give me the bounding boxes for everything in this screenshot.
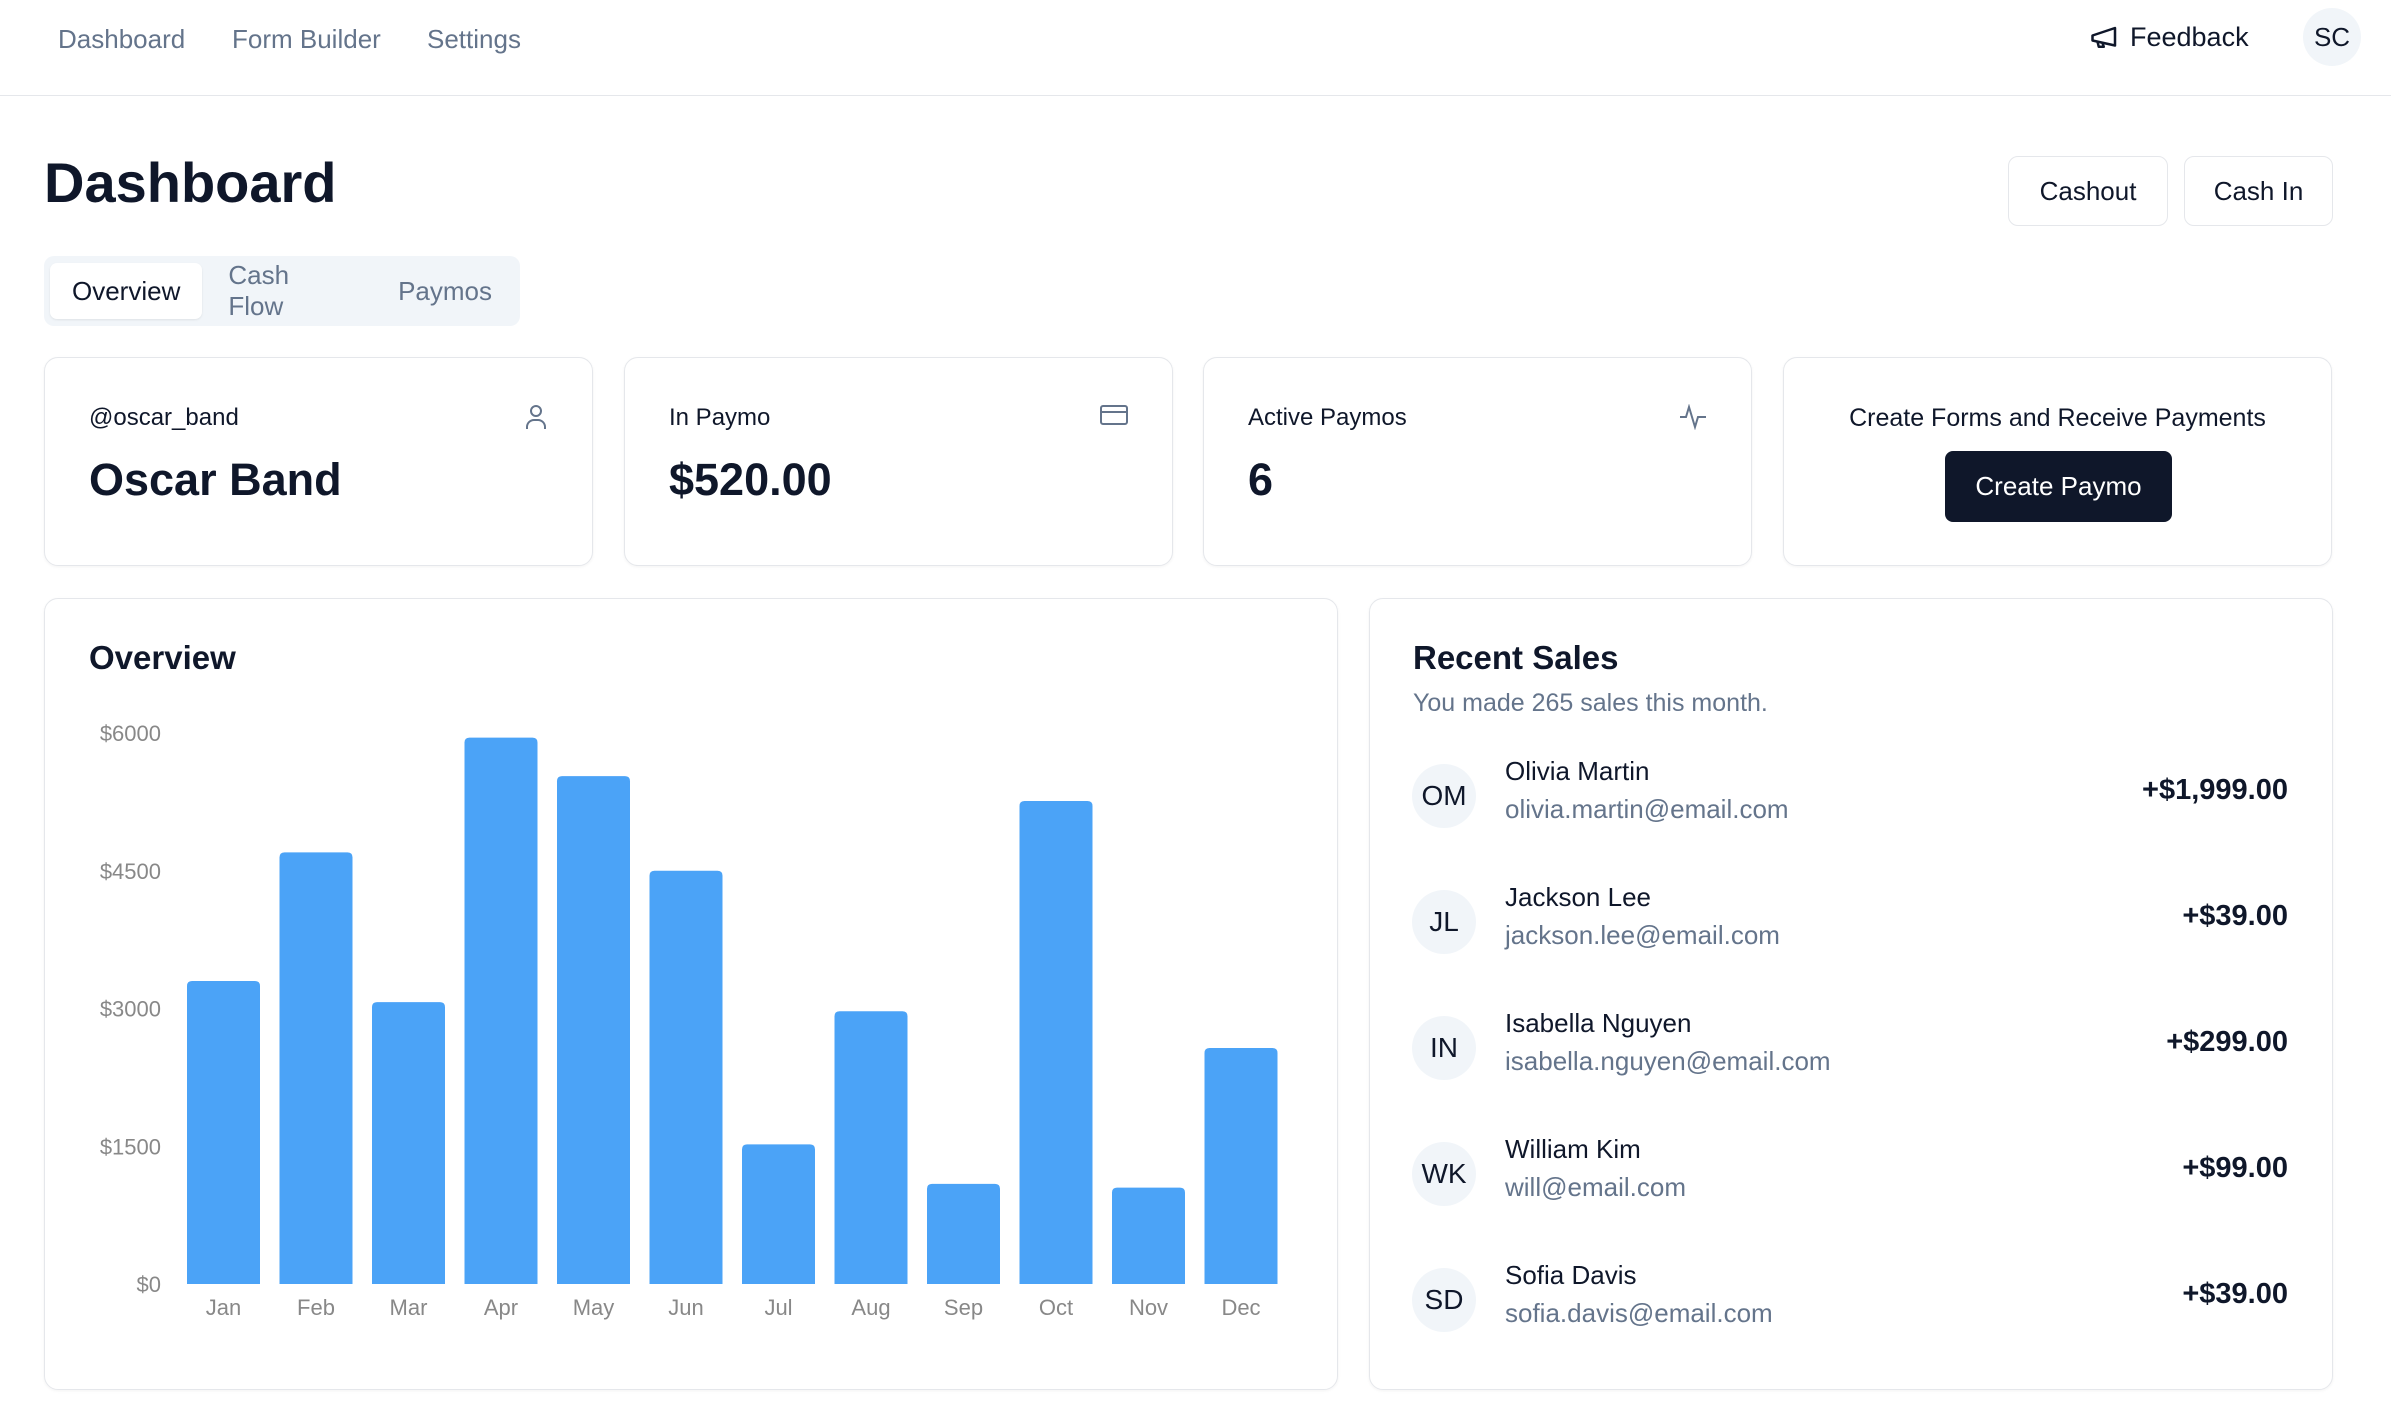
cashout-button[interactable]: Cashout: [2008, 156, 2168, 226]
megaphone-icon: [2091, 26, 2117, 48]
overview-panel: Overview $0 $1500 $3000 $4500 $6000 Jan Feb Mar…: [44, 598, 1338, 1390]
card-label: Create Forms and Receive Payments: [1849, 404, 2266, 432]
sale-amount: +$39.00: [2182, 1278, 2288, 1310]
customer-email: will@email.com: [1505, 1172, 1686, 1202]
y-tick-label: $0: [137, 1272, 161, 1297]
x-tick-label: Jul: [764, 1295, 792, 1320]
y-tick-label: $6000: [100, 721, 161, 746]
nav-dashboard[interactable]: Dashboard: [58, 24, 186, 54]
tab-list: Overview Cash Flow Paymos: [44, 256, 520, 326]
customer-email: isabella.nguyen@email.com: [1505, 1046, 1831, 1076]
bar-jan: [187, 980, 260, 1284]
customer-avatar: WK: [1412, 1142, 1476, 1206]
x-tick-label: Aug: [851, 1295, 890, 1320]
customer-email: jackson.lee@email.com: [1505, 920, 1780, 950]
cash-in-button[interactable]: Cash In: [2184, 156, 2333, 226]
feedback-button[interactable]: Feedback: [2090, 22, 2249, 53]
sale-amount: +$1,999.00: [2142, 774, 2288, 806]
customer-email: sofia.davis@email.com: [1505, 1298, 1773, 1328]
y-tick-label: $3000: [100, 997, 161, 1022]
card-value: Oscar Band: [89, 454, 342, 505]
account-card: @oscar_band Oscar Band: [44, 357, 593, 566]
tab-cash-flow[interactable]: Cash Flow: [228, 260, 290, 321]
credit-card-icon: [1100, 405, 1128, 425]
x-tick-label: May: [573, 1295, 615, 1320]
sale-row: JL Jackson Lee jackson.lee@email.com +$3…: [1412, 882, 2288, 962]
x-tick-label: Apr: [484, 1295, 518, 1320]
y-tick-label: $4500: [100, 859, 161, 884]
feedback-label: Feedback: [2130, 22, 2249, 52]
bar-jul: [742, 1144, 815, 1284]
user-avatar[interactable]: SC: [2303, 8, 2361, 66]
customer-avatar: JL: [1412, 890, 1476, 954]
top-nav: Dashboard Form Builder Settings Feedback…: [0, 0, 2391, 96]
tab-overview[interactable]: Overview: [50, 263, 203, 319]
customer-avatar: OM: [1412, 764, 1476, 828]
customer-name: William Kim: [1505, 1134, 1641, 1164]
customer-name: Isabella Nguyen: [1505, 1008, 1692, 1038]
bar-chart: $0 $1500 $3000 $4500 $6000 Jan Feb Mar Apr May Jun…: [100, 721, 1278, 1320]
x-tick-label: Oct: [1039, 1295, 1073, 1320]
customer-name: Olivia Martin: [1505, 756, 1650, 786]
card-value: $520.00: [669, 454, 832, 505]
bar-feb: [279, 852, 353, 1284]
recent-sales-subtitle: You made 265 sales this month.: [1413, 689, 1768, 717]
recent-sales-title: Recent Sales: [1413, 639, 1619, 676]
create-paymo-card: Create Forms and Receive Payments Create…: [1783, 357, 2332, 566]
customer-name: Sofia Davis: [1505, 1260, 1637, 1290]
x-tick-label: Feb: [297, 1295, 335, 1320]
x-tick-label: Sep: [944, 1295, 983, 1320]
x-tick-label: Jun: [668, 1295, 703, 1320]
tab-paymos[interactable]: Paymos: [398, 275, 492, 306]
active-paymos-card: Active Paymos 6: [1203, 357, 1752, 566]
sale-amount: +$99.00: [2182, 1152, 2288, 1184]
create-paymo-button[interactable]: Create Paymo: [1945, 451, 2172, 522]
card-value: 6: [1248, 454, 1274, 505]
page-title: Dashboard: [44, 151, 337, 214]
customer-avatar: SD: [1412, 1268, 1476, 1332]
sale-row: WK William Kim will@email.com +$99.00: [1412, 1134, 2288, 1214]
overview-title: Overview: [89, 639, 236, 676]
card-label: Active Paymos: [1248, 404, 1407, 431]
sale-row: IN Isabella Nguyen isabella.nguyen@email…: [1412, 1008, 2288, 1088]
sale-row: OM Olivia Martin olivia.martin@email.com…: [1412, 756, 2288, 836]
x-tick-label: Nov: [1129, 1295, 1168, 1320]
user-icon: [526, 405, 546, 429]
customer-name: Jackson Lee: [1505, 882, 1651, 912]
bar-mar: [372, 1002, 445, 1284]
sale-row: SD Sofia Davis sofia.davis@email.com +$3…: [1412, 1260, 2288, 1340]
nav-form-builder[interactable]: Form Builder: [232, 24, 381, 54]
bar-dec: [1204, 1047, 1278, 1284]
bar-jun: [649, 870, 723, 1284]
x-tick-label: Jan: [206, 1295, 241, 1320]
x-tick-label: Mar: [390, 1295, 428, 1320]
customer-email: olivia.martin@email.com: [1505, 794, 1789, 824]
sale-amount: +$39.00: [2182, 900, 2288, 932]
nav-settings[interactable]: Settings: [427, 24, 521, 54]
in-paymo-card: In Paymo $520.00: [624, 357, 1173, 566]
bar-oct: [1019, 800, 1093, 1284]
bar-aug: [834, 1011, 908, 1284]
x-tick-label: Dec: [1221, 1295, 1260, 1320]
bar-apr: [464, 737, 538, 1284]
card-label: In Paymo: [669, 404, 771, 431]
activity-icon: [1680, 404, 1706, 430]
bar-nov: [1112, 1187, 1185, 1284]
sale-amount: +$299.00: [2166, 1026, 2288, 1058]
customer-avatar: IN: [1412, 1016, 1476, 1080]
card-label: @oscar_band: [89, 404, 239, 431]
bar-sep: [927, 1183, 1000, 1284]
recent-sales-panel: Recent Sales You made 265 sales this mon…: [1369, 598, 2333, 1390]
bar-may: [557, 776, 630, 1284]
y-tick-label: $1500: [100, 1134, 161, 1159]
